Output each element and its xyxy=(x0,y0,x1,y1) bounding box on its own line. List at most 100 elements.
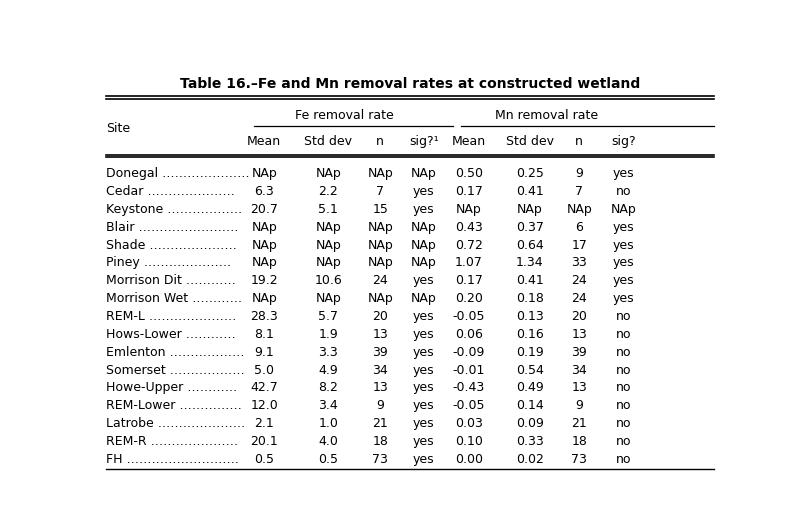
Text: 0.17: 0.17 xyxy=(455,274,483,287)
Text: Fe removal rate: Fe removal rate xyxy=(294,110,394,122)
Text: Piney …………………: Piney ………………… xyxy=(106,257,231,269)
Text: 0.09: 0.09 xyxy=(516,417,543,430)
Text: 0.49: 0.49 xyxy=(516,382,543,394)
Text: Mean: Mean xyxy=(452,135,486,148)
Text: 0.33: 0.33 xyxy=(516,435,543,448)
Text: 0.00: 0.00 xyxy=(455,453,483,466)
Text: 18: 18 xyxy=(372,435,388,448)
Text: 0.02: 0.02 xyxy=(516,453,543,466)
Text: FH ………………………: FH ……………………… xyxy=(106,453,239,466)
Text: no: no xyxy=(616,185,632,198)
Text: 13: 13 xyxy=(571,328,587,341)
Text: 0.03: 0.03 xyxy=(455,417,483,430)
Text: NAp: NAp xyxy=(367,239,393,251)
Text: REM-R …………………: REM-R ………………… xyxy=(106,435,238,448)
Text: Latrobe …………………: Latrobe ………………… xyxy=(106,417,246,430)
Text: yes: yes xyxy=(613,239,634,251)
Text: NAp: NAp xyxy=(251,221,277,233)
Text: 0.50: 0.50 xyxy=(455,167,483,180)
Text: 5.1: 5.1 xyxy=(318,203,338,216)
Text: NAp: NAp xyxy=(251,292,277,305)
Text: no: no xyxy=(616,417,632,430)
Text: Mn removal rate: Mn removal rate xyxy=(495,110,598,122)
Text: no: no xyxy=(616,364,632,376)
Text: NAp: NAp xyxy=(410,239,437,251)
Text: NAp: NAp xyxy=(367,257,393,269)
Text: 0.13: 0.13 xyxy=(516,310,543,323)
Text: NAp: NAp xyxy=(315,239,341,251)
Text: NAp: NAp xyxy=(611,203,637,216)
Text: -0.01: -0.01 xyxy=(453,364,485,376)
Text: NAp: NAp xyxy=(367,221,393,233)
Text: 0.14: 0.14 xyxy=(516,399,543,412)
Text: Shade …………………: Shade ………………… xyxy=(106,239,237,251)
Text: 24: 24 xyxy=(372,274,388,287)
Text: NAp: NAp xyxy=(315,221,341,233)
Text: yes: yes xyxy=(413,203,434,216)
Text: 15: 15 xyxy=(372,203,388,216)
Text: NAp: NAp xyxy=(410,292,437,305)
Text: 20: 20 xyxy=(571,310,587,323)
Text: 1.0: 1.0 xyxy=(318,417,338,430)
Text: 4.9: 4.9 xyxy=(318,364,338,376)
Text: 19.2: 19.2 xyxy=(250,274,278,287)
Text: 0.5: 0.5 xyxy=(318,453,338,466)
Text: NAp: NAp xyxy=(315,292,341,305)
Text: 0.10: 0.10 xyxy=(455,435,483,448)
Text: Blair ……………………: Blair …………………… xyxy=(106,221,238,233)
Text: 9.1: 9.1 xyxy=(254,346,274,359)
Text: 24: 24 xyxy=(571,292,587,305)
Text: 0.54: 0.54 xyxy=(516,364,543,376)
Text: yes: yes xyxy=(613,274,634,287)
Text: Morrison Dit …………: Morrison Dit ………… xyxy=(106,274,236,287)
Text: yes: yes xyxy=(413,328,434,341)
Text: sig?: sig? xyxy=(611,135,636,148)
Text: 6.3: 6.3 xyxy=(254,185,274,198)
Text: 7: 7 xyxy=(575,185,583,198)
Text: 9: 9 xyxy=(575,399,583,412)
Text: Std dev: Std dev xyxy=(506,135,554,148)
Text: 1.07: 1.07 xyxy=(455,257,483,269)
Text: Donegal …………………: Donegal ………………… xyxy=(106,167,250,180)
Text: Emlenton ………………: Emlenton ……………… xyxy=(106,346,245,359)
Text: 42.7: 42.7 xyxy=(250,382,278,394)
Text: no: no xyxy=(616,346,632,359)
Text: Cedar …………………: Cedar ………………… xyxy=(106,185,235,198)
Text: 12.0: 12.0 xyxy=(250,399,278,412)
Text: yes: yes xyxy=(413,185,434,198)
Text: 0.25: 0.25 xyxy=(516,167,543,180)
Text: -0.43: -0.43 xyxy=(453,382,485,394)
Text: 5.0: 5.0 xyxy=(254,364,274,376)
Text: 34: 34 xyxy=(372,364,388,376)
Text: 0.41: 0.41 xyxy=(516,274,543,287)
Text: 0.20: 0.20 xyxy=(455,292,483,305)
Text: -0.05: -0.05 xyxy=(453,310,485,323)
Text: Hows-Lower …………: Hows-Lower ………… xyxy=(106,328,236,341)
Text: 1.9: 1.9 xyxy=(318,328,338,341)
Text: 1.34: 1.34 xyxy=(516,257,543,269)
Text: 24: 24 xyxy=(571,274,587,287)
Text: NAp: NAp xyxy=(367,167,393,180)
Text: 73: 73 xyxy=(372,453,388,466)
Text: 33: 33 xyxy=(571,257,587,269)
Text: 13: 13 xyxy=(571,382,587,394)
Text: 17: 17 xyxy=(571,239,587,251)
Text: yes: yes xyxy=(613,221,634,233)
Text: NAp: NAp xyxy=(456,203,482,216)
Text: 13: 13 xyxy=(372,328,388,341)
Text: 3.3: 3.3 xyxy=(318,346,338,359)
Text: NAp: NAp xyxy=(410,167,437,180)
Text: 34: 34 xyxy=(571,364,587,376)
Text: 18: 18 xyxy=(571,435,587,448)
Text: NAp: NAp xyxy=(251,257,277,269)
Text: NAp: NAp xyxy=(367,292,393,305)
Text: Site: Site xyxy=(106,122,130,135)
Text: -0.09: -0.09 xyxy=(453,346,485,359)
Text: yes: yes xyxy=(413,346,434,359)
Text: 8.2: 8.2 xyxy=(318,382,338,394)
Text: 13: 13 xyxy=(372,382,388,394)
Text: Std dev: Std dev xyxy=(304,135,352,148)
Text: 0.37: 0.37 xyxy=(516,221,543,233)
Text: 9: 9 xyxy=(376,399,384,412)
Text: 2.2: 2.2 xyxy=(318,185,338,198)
